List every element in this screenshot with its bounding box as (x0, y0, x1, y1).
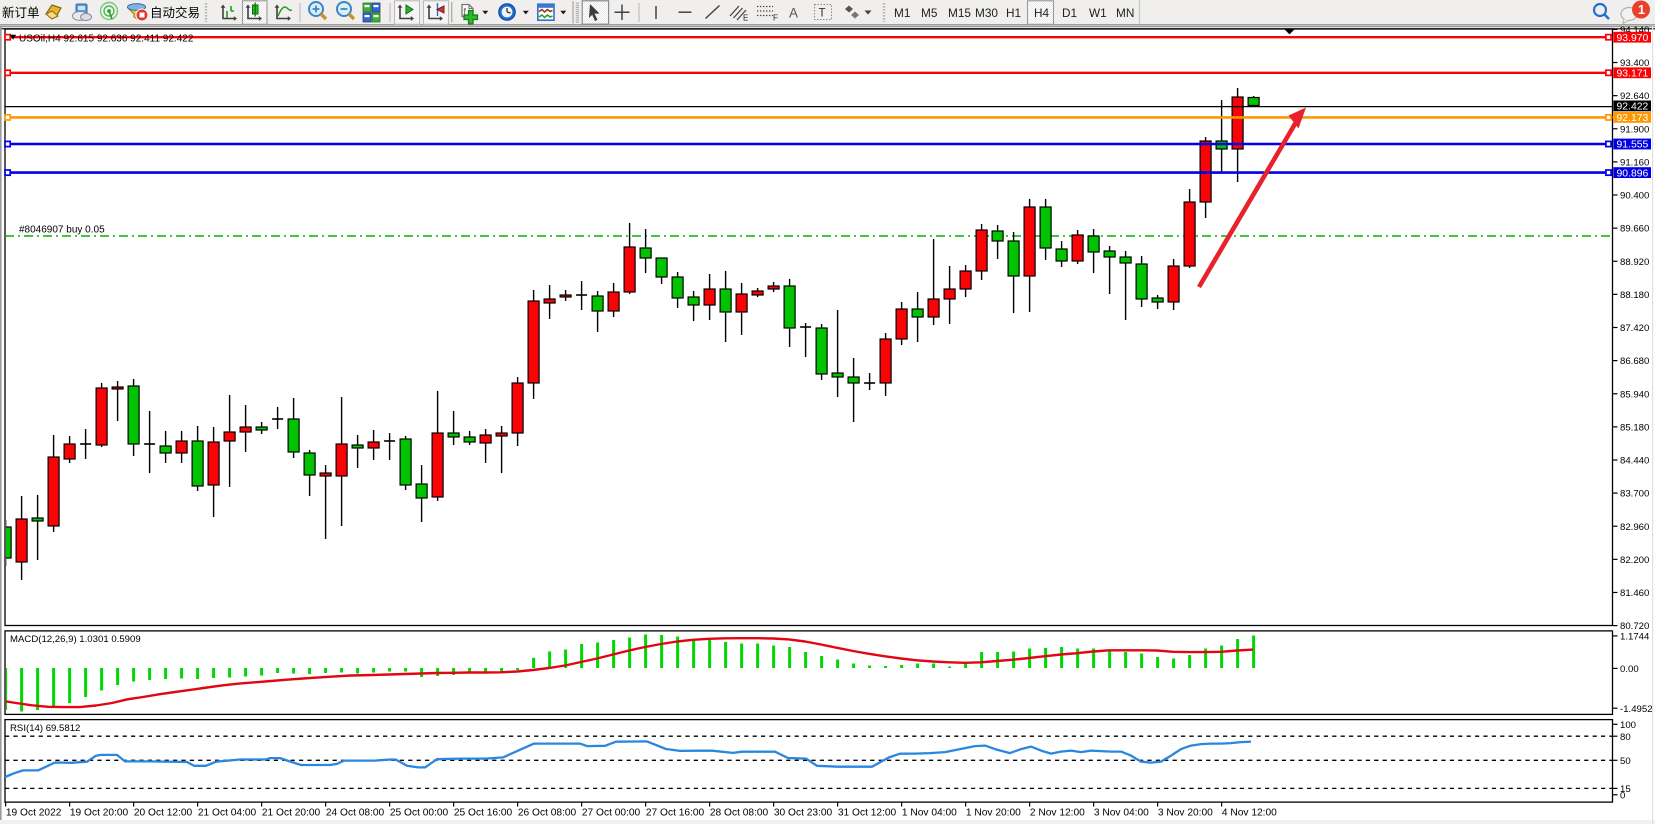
svg-text:92.640: 92.640 (1620, 91, 1649, 102)
svg-text:86.680: 86.680 (1620, 356, 1649, 367)
svg-text:27 Oct 00:00: 27 Oct 00:00 (582, 808, 641, 819)
svg-text:W1: W1 (1089, 6, 1107, 20)
svg-text:F: F (773, 14, 778, 23)
svg-text:RSI(14) 69.5812: RSI(14) 69.5812 (10, 723, 80, 734)
svg-text:85.940: 85.940 (1620, 389, 1649, 400)
svg-text:H4: H4 (1034, 6, 1050, 20)
svg-text:19 Oct 2022: 19 Oct 2022 (6, 808, 62, 819)
svg-text:28 Oct 08:00: 28 Oct 08:00 (710, 808, 769, 819)
svg-text:25 Oct 16:00: 25 Oct 16:00 (454, 808, 513, 819)
svg-text:E: E (743, 14, 748, 23)
svg-text:0.00: 0.00 (1620, 664, 1639, 675)
svg-text:93.400: 93.400 (1620, 58, 1649, 69)
svg-text:80.720: 80.720 (1620, 621, 1649, 632)
svg-text:19 Oct 20:00: 19 Oct 20:00 (70, 808, 129, 819)
svg-text:-1.4952: -1.4952 (1620, 704, 1653, 715)
svg-text:87.420: 87.420 (1620, 323, 1649, 334)
svg-text:3 Nov 04:00: 3 Nov 04:00 (1094, 808, 1149, 819)
svg-text:85.180: 85.180 (1620, 422, 1649, 433)
svg-text:25 Oct 00:00: 25 Oct 00:00 (390, 808, 449, 819)
svg-text:88.180: 88.180 (1620, 290, 1649, 301)
svg-text:92.173: 92.173 (1617, 113, 1649, 124)
svg-text:94.140: 94.140 (1620, 25, 1649, 36)
svg-text:4 Nov 12:00: 4 Nov 12:00 (1222, 808, 1277, 819)
svg-text:15: 15 (1620, 784, 1631, 795)
svg-text:M5: M5 (921, 6, 938, 20)
svg-text:1.1744: 1.1744 (1620, 632, 1650, 643)
svg-text:82.960: 82.960 (1620, 522, 1649, 533)
svg-text:91.160: 91.160 (1620, 157, 1649, 168)
svg-text:81.460: 81.460 (1620, 588, 1649, 599)
svg-text:MACD(12,26,9) 1.0301 0.5909: MACD(12,26,9) 1.0301 0.5909 (10, 634, 141, 645)
svg-text:D1: D1 (1062, 6, 1077, 20)
svg-text:H1: H1 (1006, 6, 1021, 20)
svg-text:24 Oct 08:00: 24 Oct 08:00 (326, 808, 385, 819)
svg-text:91.555: 91.555 (1617, 140, 1649, 151)
svg-text:31 Oct 12:00: 31 Oct 12:00 (838, 808, 897, 819)
svg-text:T: T (819, 8, 826, 20)
svg-text:f: f (464, 7, 467, 17)
svg-text:1 Nov 04:00: 1 Nov 04:00 (902, 808, 957, 819)
svg-text:MN: MN (1116, 6, 1134, 20)
svg-text:90.896: 90.896 (1617, 168, 1649, 179)
svg-text:91.900: 91.900 (1620, 124, 1649, 135)
svg-text:M30: M30 (975, 6, 998, 20)
svg-text:新订单: 新订单 (2, 5, 40, 20)
svg-text:21 Oct 04:00: 21 Oct 04:00 (198, 808, 257, 819)
svg-text:A: A (789, 6, 798, 21)
svg-text:M1: M1 (894, 6, 910, 20)
svg-text:89.660: 89.660 (1620, 224, 1649, 235)
svg-text:2 Nov 12:00: 2 Nov 12:00 (1030, 808, 1085, 819)
svg-text:30 Oct 23:00: 30 Oct 23:00 (774, 808, 833, 819)
svg-text:93.970: 93.970 (1617, 33, 1649, 44)
svg-text:1 Nov 20:00: 1 Nov 20:00 (966, 808, 1021, 819)
svg-text:80: 80 (1620, 732, 1631, 743)
svg-text:50: 50 (1620, 756, 1631, 767)
svg-text:USOil,H4 92.615 92.636 92.411: USOil,H4 92.615 92.636 92.411 92.422 (19, 34, 194, 45)
svg-text:自动交易: 自动交易 (150, 5, 200, 20)
svg-text:M15: M15 (948, 6, 971, 20)
svg-text:84.440: 84.440 (1620, 456, 1649, 467)
svg-text:20 Oct 12:00: 20 Oct 12:00 (134, 808, 193, 819)
svg-text:82.200: 82.200 (1620, 555, 1649, 566)
svg-text:21 Oct 20:00: 21 Oct 20:00 (262, 808, 321, 819)
svg-text:3 Nov 20:00: 3 Nov 20:00 (1158, 808, 1213, 819)
svg-text:0: 0 (1620, 790, 1625, 801)
svg-text:93.171: 93.171 (1617, 69, 1649, 80)
svg-text:27 Oct 16:00: 27 Oct 16:00 (646, 808, 705, 819)
svg-text:83.700: 83.700 (1620, 489, 1649, 500)
svg-text:1: 1 (1638, 3, 1645, 17)
svg-text:92.422: 92.422 (1617, 102, 1649, 113)
svg-text:26 Oct 08:00: 26 Oct 08:00 (518, 808, 577, 819)
svg-text:#8046907 buy 0.05: #8046907 buy 0.05 (19, 225, 105, 236)
svg-text:100: 100 (1620, 720, 1636, 731)
svg-text:88.920: 88.920 (1620, 257, 1649, 268)
svg-text:90.400: 90.400 (1620, 191, 1649, 202)
